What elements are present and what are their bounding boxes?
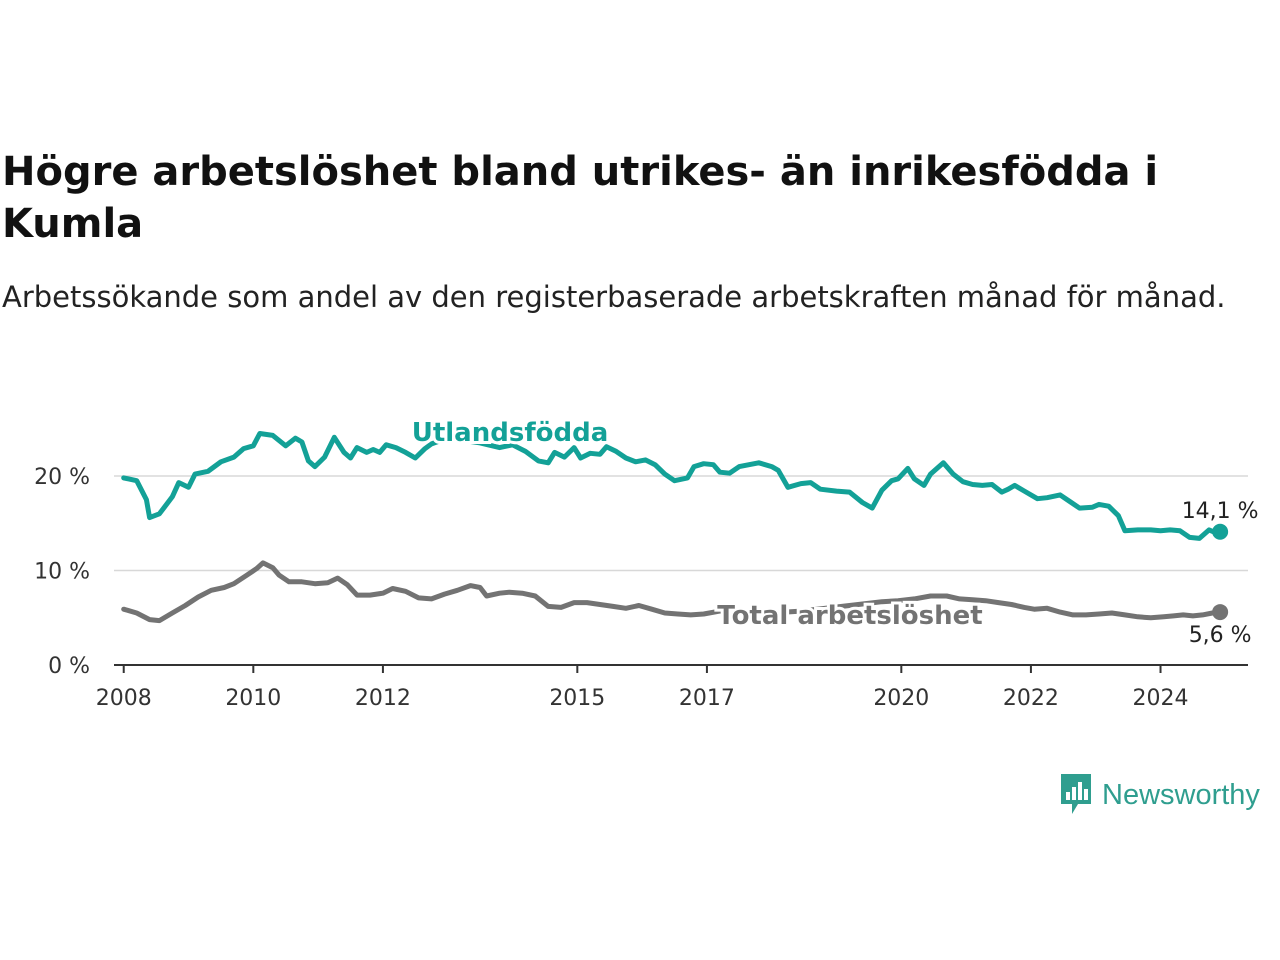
line-chart: 0 % 10 % 20 % 2008 2010 2012 2015 2017 2020 2022 2…: [34, 415, 1259, 711]
brand-name: Newsworthy: [1102, 778, 1260, 811]
series-line: [121, 560, 1223, 624]
end-value-label: 5,6 %: [1189, 623, 1252, 648]
series-name-label: Utlandsfödda: [412, 418, 609, 448]
end-point-marker: [1212, 604, 1229, 621]
chart-title: Högre arbetslöshet bland utrikes- än inr…: [2, 149, 1159, 247]
brand-logo: Newsworthy: [1058, 772, 1260, 818]
y-tick-label: 0 %: [48, 654, 90, 679]
end-value-label: 14,1 %: [1182, 499, 1259, 524]
series-line: [121, 431, 1223, 541]
series-name-label: Total arbetslöshet: [717, 601, 982, 631]
x-tick-label: 2022: [1003, 686, 1059, 711]
x-tick-label: 2020: [873, 686, 929, 711]
x-tick-label: 2015: [549, 686, 605, 711]
x-tick-label: 2010: [225, 686, 281, 711]
y-tick-label: 10 %: [34, 560, 90, 585]
end-point-marker: [1212, 523, 1229, 540]
newsworthy-logo-icon: [1061, 774, 1091, 814]
chart-subtitle: Arbetssökande som andel av den registerb…: [2, 280, 1226, 314]
x-tick-label: 2017: [679, 686, 735, 711]
x-tick-label: 2024: [1133, 686, 1189, 711]
x-tick-label: 2012: [355, 686, 411, 711]
x-tick-label: 2008: [96, 686, 152, 711]
y-tick-label: 20 %: [34, 465, 90, 490]
